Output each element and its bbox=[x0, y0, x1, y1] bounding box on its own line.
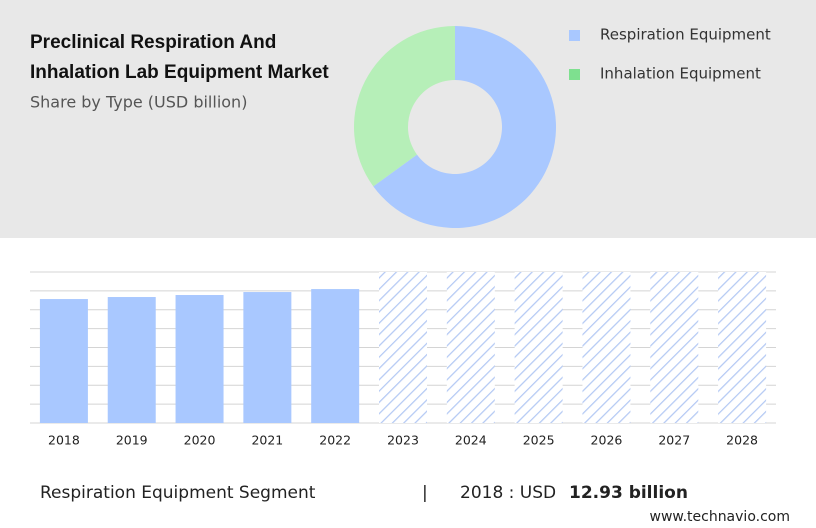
x-tick-label: 2027 bbox=[658, 433, 690, 448]
bar bbox=[243, 292, 292, 423]
subtitle: Share by Type (USD billion) bbox=[30, 93, 247, 112]
x-tick-label: 2028 bbox=[726, 433, 758, 448]
x-tick-label: 2026 bbox=[591, 433, 623, 448]
bar-chart: 2018 2019 2020 2021 2022 2023 2024 2025 2026 2027… bbox=[30, 271, 776, 448]
x-tick-label: 2018 bbox=[48, 433, 80, 448]
segment-label: Respiration Equipment Segment bbox=[40, 483, 316, 503]
legend-swatch bbox=[569, 69, 580, 80]
forecast-bar bbox=[446, 272, 495, 423]
donut-slice bbox=[354, 26, 455, 187]
legend-label: Inhalation Equipment bbox=[600, 65, 761, 83]
source: www.technavio.com bbox=[650, 509, 791, 525]
title-line: Preclinical Respiration And bbox=[30, 32, 276, 53]
x-tick-label: 2025 bbox=[523, 433, 555, 448]
forecast-bar bbox=[718, 272, 767, 423]
forecast-bar bbox=[514, 272, 563, 423]
x-tick-label: 2020 bbox=[184, 433, 216, 448]
separator: | bbox=[422, 483, 428, 503]
forecast-bar bbox=[650, 272, 699, 423]
x-tick-label: 2024 bbox=[455, 433, 487, 448]
x-tick-label: 2021 bbox=[251, 433, 283, 448]
bar bbox=[311, 289, 360, 423]
donut bbox=[354, 26, 556, 229]
bar bbox=[39, 299, 88, 423]
bar bbox=[107, 297, 156, 423]
highlight-value: 12.93 billion bbox=[569, 483, 688, 503]
legend-label: Respiration Equipment bbox=[600, 26, 771, 44]
title-line: Inhalation Lab Equipment Market bbox=[30, 62, 329, 83]
bar bbox=[175, 295, 224, 423]
legend-swatch bbox=[569, 30, 580, 41]
year-currency: 2018 : USD bbox=[460, 483, 556, 503]
x-tick-label: 2023 bbox=[387, 433, 419, 448]
forecast-bar bbox=[379, 272, 427, 423]
legend: Respiration Equipment Inhalation Equipmen… bbox=[569, 26, 771, 83]
forecast-bar bbox=[582, 272, 631, 423]
donut-slice bbox=[373, 26, 556, 229]
x-tick-label: 2019 bbox=[116, 433, 148, 448]
x-tick-label: 2022 bbox=[319, 433, 351, 448]
